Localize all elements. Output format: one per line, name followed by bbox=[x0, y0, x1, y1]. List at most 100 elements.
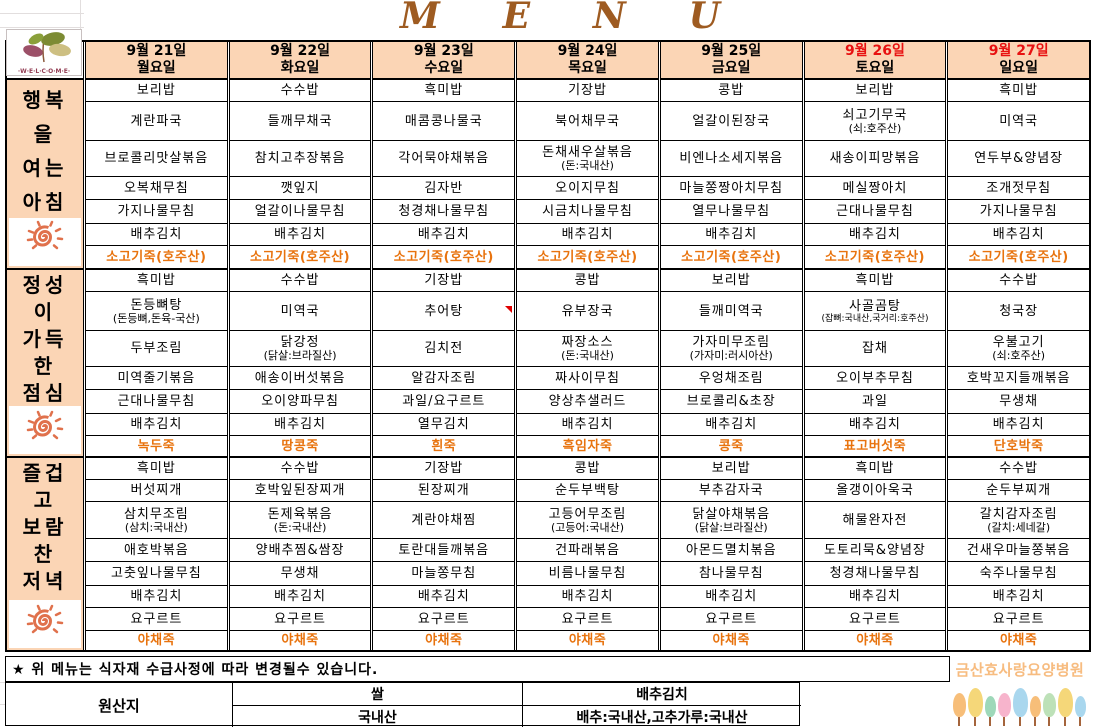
breakfast-block: 기장밥 북어채무국 돈채새우살볶음 (돈:국내산) 오이지무침 시금치나물무침 배추김치 소고… bbox=[517, 80, 658, 270]
menu-item-line: 배추김치 bbox=[417, 227, 470, 242]
menu-item: 과일/요구르트 bbox=[373, 389, 515, 413]
menu-item-line: 흑미밥 bbox=[855, 461, 895, 476]
menu-item: 순두부백탕 bbox=[517, 479, 658, 501]
dinner-block: 콩밥 순두부백탕 고등어무조림 (고등어:국내산) 건파래볶음 비름나물무침 배추김치 요구르… bbox=[517, 458, 658, 650]
day-column-3: 9월 23일 수요일 흑미밥 매콤콩나물국 각어묵야채볶음 김자반 청경채나물무침 배추김치 소… bbox=[370, 42, 515, 650]
menu-item: 아몬드멸치볶음 bbox=[660, 538, 802, 561]
day-header-date: 9월 25일 bbox=[701, 43, 762, 59]
menu-item: 요구르트 bbox=[517, 607, 658, 630]
menu-item: 배추김치 bbox=[804, 223, 946, 245]
menu-item-line: 각어묵야채볶음 bbox=[398, 151, 490, 166]
menu-item-line: 삼치무조림 bbox=[123, 506, 189, 522]
breakfast-block: 흑미밥 미역국 연두부&양념장 조개젓무침 가지나물무침 배추김치 소고기죽(호주산) bbox=[948, 80, 1090, 270]
menu-item-line: 알감자조림 bbox=[411, 370, 477, 386]
menu-item-line: 표고버섯죽 bbox=[843, 438, 907, 454]
title-letter: U bbox=[688, 0, 720, 37]
day-header-dayname: 금요일 bbox=[711, 60, 751, 76]
menu-item-line: 소고기죽(호주산) bbox=[824, 249, 925, 265]
menu-item: 돈등뼈탕 (돈등뼈,돈육-국산) bbox=[86, 291, 227, 330]
day-header-date: 9월 26일 bbox=[845, 43, 905, 59]
menu-item-line: (돈:국내산) bbox=[273, 520, 327, 534]
menu-item-line: 배추김치 bbox=[561, 227, 614, 242]
menu-item: 소고기죽(호주산) bbox=[517, 245, 658, 268]
origin-header-kimchi: 배추김치 bbox=[522, 683, 801, 705]
menu-item-line: 보리밥 bbox=[855, 83, 895, 98]
menu-item-line: 북어채무국 bbox=[555, 113, 620, 129]
menu-item-line: 소고기죽(호주산) bbox=[250, 249, 351, 265]
menu-item-line: (돈:국내산) bbox=[561, 159, 614, 172]
tree-trunk bbox=[1003, 717, 1005, 726]
section-label-line: 을 bbox=[33, 122, 57, 146]
menu-item: 삼치무조림 (삼치:국내산) bbox=[86, 501, 227, 538]
menu-item: 흑임자죽 bbox=[517, 435, 658, 456]
sun-box bbox=[9, 600, 81, 648]
day-header: 9월 21일 월요일 bbox=[86, 42, 227, 80]
menu-item: 수수밥 bbox=[230, 80, 371, 101]
breakfast-block: 수수밥 들깨무채국 참치고추장볶음 깻잎지 얼갈이나물무침 배추김치 소고기죽(호주산) bbox=[229, 80, 371, 270]
menu-item: 새송이피망볶음 bbox=[804, 140, 946, 176]
menu-item-line: 김자반 bbox=[424, 180, 464, 196]
menu-item-line: 배추김치 bbox=[849, 227, 901, 242]
menu-item: 잡채 bbox=[804, 330, 946, 366]
tree-crown bbox=[1057, 688, 1073, 717]
menu-item: 근대나물무침 bbox=[804, 199, 946, 223]
menu-item-line: 우불고기 bbox=[992, 335, 1045, 350]
menu-item: 콩밥 bbox=[517, 458, 658, 479]
menu-item: 청국장 bbox=[948, 291, 1090, 330]
menu-item: 미역국 bbox=[948, 101, 1090, 140]
menu-item: 콩밥 bbox=[517, 270, 658, 291]
menu-item: 고춧잎나물무침 bbox=[86, 561, 227, 585]
welcome-logo-text: ·W·E·L·C·O·M·E· bbox=[17, 68, 71, 75]
menu-item-line: 건파래볶음 bbox=[555, 542, 620, 558]
day-column-5: 9월 25일 금요일 콩밥 얼갈이된장국 비엔나소세지볶음 마늘쫑짱아치무침 열무나물무침 배… bbox=[657, 42, 802, 650]
menu-item: 배추김치 bbox=[948, 585, 1090, 607]
menu-item-line: 김치전 bbox=[424, 341, 464, 356]
menu-item: 근대나물무침 bbox=[86, 389, 227, 413]
lunch-block: 콩밥 유부장국 짜장소스 (돈:국내산) 짜사이무침 양상추샐러드 배추김치 흑임자죽 bbox=[517, 270, 658, 458]
menu-item: 열무김치 bbox=[373, 413, 515, 435]
menu-item-line: 배추김치 bbox=[992, 589, 1045, 604]
menu-item-line: 배추김치 bbox=[561, 417, 614, 432]
menu-item-line: 들깨미역국 bbox=[698, 303, 764, 319]
menu-item: 배추김치 bbox=[229, 413, 371, 435]
breakfast-block: 흑미밥 매콤콩나물국 각어묵야채볶음 김자반 청경채나물무침 배추김치 소고기죽(호주산) bbox=[373, 80, 515, 270]
menu-item: 북어채무국 bbox=[517, 101, 658, 140]
menu-item-line: 조개젓무침 bbox=[986, 180, 1052, 196]
menu-item-line: 배추김치 bbox=[561, 589, 614, 604]
menu-item-line: 콩밥 bbox=[718, 83, 745, 98]
tree-trunk bbox=[1079, 717, 1081, 726]
menu-item: 깻잎지 bbox=[229, 176, 371, 199]
menu-item-line: 사골곰탕 bbox=[849, 298, 901, 314]
menu-item: 소고기죽(호주산) bbox=[948, 245, 1090, 268]
menu-item: 기장밥 bbox=[373, 270, 514, 291]
menu-item-line: 비엔나소세지볶음 bbox=[679, 151, 784, 166]
menu-item: 배추김치 bbox=[948, 223, 1090, 245]
menu-item: 배추김치 bbox=[948, 413, 1090, 435]
menu-item-line: 보리밥 bbox=[711, 273, 751, 288]
gridline bbox=[0, 13, 84, 14]
menu-item: 마늘쫑무침 bbox=[373, 561, 515, 585]
menu-item: 야채죽 bbox=[660, 630, 802, 650]
day-column-4: 9월 24일 목요일 기장밥 북어채무국 돈채새우살볶음 (돈:국내산) 오이지무침 시금치나… bbox=[514, 42, 658, 650]
menu-item-line: 오복채무침 bbox=[123, 180, 189, 196]
menu-item-line: 흑미밥 bbox=[855, 273, 895, 288]
menu-item: 돈제육볶음 (돈:국내산) bbox=[229, 501, 371, 538]
menu-item: 보리밥 bbox=[661, 458, 802, 479]
menu-item: 배추김치 bbox=[660, 585, 802, 607]
menu-item: 흑미밥 bbox=[948, 80, 1089, 101]
menu-item: 짜사이무침 bbox=[517, 366, 658, 389]
menu-item-line: 수수밥 bbox=[280, 461, 320, 476]
menu-item-line: (삼치:국내산) bbox=[124, 520, 188, 534]
menu-item: 청경채나물무침 bbox=[373, 199, 515, 223]
menu-item-line: 호박잎된장찌개 bbox=[254, 483, 346, 498]
dinner-block: 수수밥 순두부찌개 갈치감자조림 (갈치:세네갈) 건새우마늘쫑볶음 숙주나물무침 배추김치… bbox=[948, 458, 1090, 650]
menu-item: 수수밥 bbox=[948, 270, 1089, 291]
lunch-block: 보리밥 들깨미역국 가자미무조림 (가자미:러시아산) 우엉채조림 브로콜리&초장 배추김치… bbox=[660, 270, 802, 458]
tree-icon bbox=[984, 696, 996, 726]
tree-trunk bbox=[1048, 717, 1050, 726]
day-header-date: 9월 22일 bbox=[270, 43, 330, 59]
menu-item-line: 추어탕 bbox=[424, 303, 464, 319]
menu-item-line: 소고기죽(호주산) bbox=[681, 249, 782, 265]
day-column-7: 9월 27일 일요일 흑미밥 미역국 연두부&양념장 조개젓무침 가지나물무침 배추김치 소고기… bbox=[945, 42, 1090, 650]
day-header-date: 9월 23일 bbox=[413, 43, 474, 59]
